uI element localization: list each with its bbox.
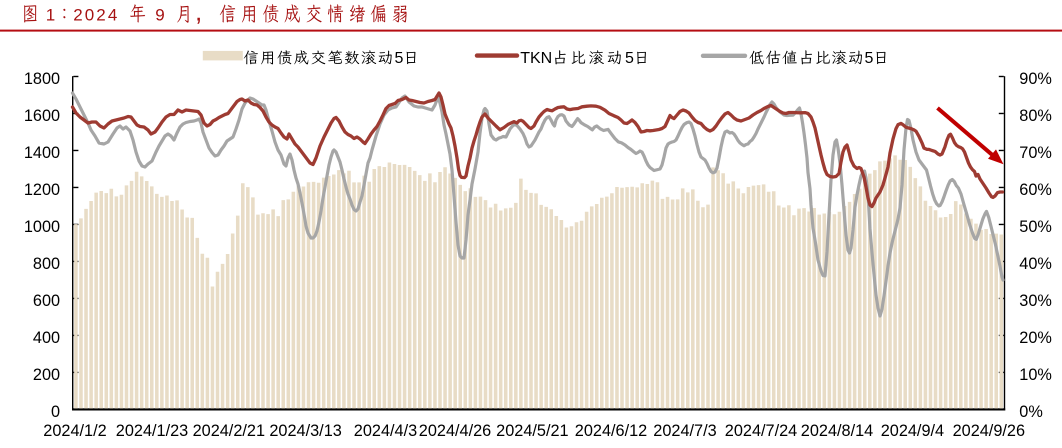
svg-text:20%: 20% — [1019, 329, 1052, 347]
svg-text:5: 5 — [865, 50, 874, 67]
svg-text:2024/7/24: 2024/7/24 — [725, 422, 797, 440]
svg-text:40%: 40% — [1019, 255, 1052, 273]
svg-text:9: 9 — [155, 6, 164, 25]
svg-text:2024/1/2: 2024/1/2 — [43, 422, 106, 440]
svg-text:1: 1 — [46, 6, 55, 25]
svg-text:400: 400 — [33, 329, 60, 347]
svg-text:1600: 1600 — [24, 107, 60, 125]
svg-text:1000: 1000 — [24, 218, 60, 236]
svg-text:2024: 2024 — [73, 6, 119, 25]
svg-text:2024/9/26: 2024/9/26 — [953, 422, 1025, 440]
svg-text:5: 5 — [395, 50, 404, 67]
svg-text:2024/5/21: 2024/5/21 — [496, 422, 568, 440]
svg-text:TKN: TKN — [520, 50, 552, 67]
svg-text:2024/6/12: 2024/6/12 — [575, 422, 647, 440]
svg-text:50%: 50% — [1019, 218, 1052, 236]
svg-text:80%: 80% — [1019, 107, 1052, 125]
svg-text:30%: 30% — [1019, 292, 1052, 310]
svg-text:2024/2/21: 2024/2/21 — [193, 422, 265, 440]
svg-text:60%: 60% — [1019, 181, 1052, 199]
svg-text:1400: 1400 — [24, 144, 60, 162]
svg-text:10%: 10% — [1019, 366, 1052, 384]
svg-text:,: , — [195, 0, 202, 27]
svg-text:2024/8/14: 2024/8/14 — [801, 422, 873, 440]
svg-text:600: 600 — [33, 292, 60, 310]
svg-text:0: 0 — [51, 403, 60, 421]
svg-text:800: 800 — [33, 255, 60, 273]
svg-text:2024/7/3: 2024/7/3 — [653, 422, 716, 440]
svg-text:2024/1/23: 2024/1/23 — [116, 422, 188, 440]
svg-text:90%: 90% — [1019, 70, 1052, 88]
svg-text:2024/3/13: 2024/3/13 — [269, 422, 341, 440]
svg-text:1800: 1800 — [24, 70, 60, 88]
svg-text:70%: 70% — [1019, 144, 1052, 162]
svg-text:5: 5 — [625, 50, 634, 67]
svg-text:1200: 1200 — [24, 181, 60, 199]
svg-text:2024/4/26: 2024/4/26 — [419, 422, 491, 440]
svg-text:2024/9/4: 2024/9/4 — [881, 422, 944, 440]
svg-text:200: 200 — [33, 366, 60, 384]
svg-text:2024/4/3: 2024/4/3 — [354, 422, 417, 440]
svg-text:0%: 0% — [1019, 403, 1043, 421]
